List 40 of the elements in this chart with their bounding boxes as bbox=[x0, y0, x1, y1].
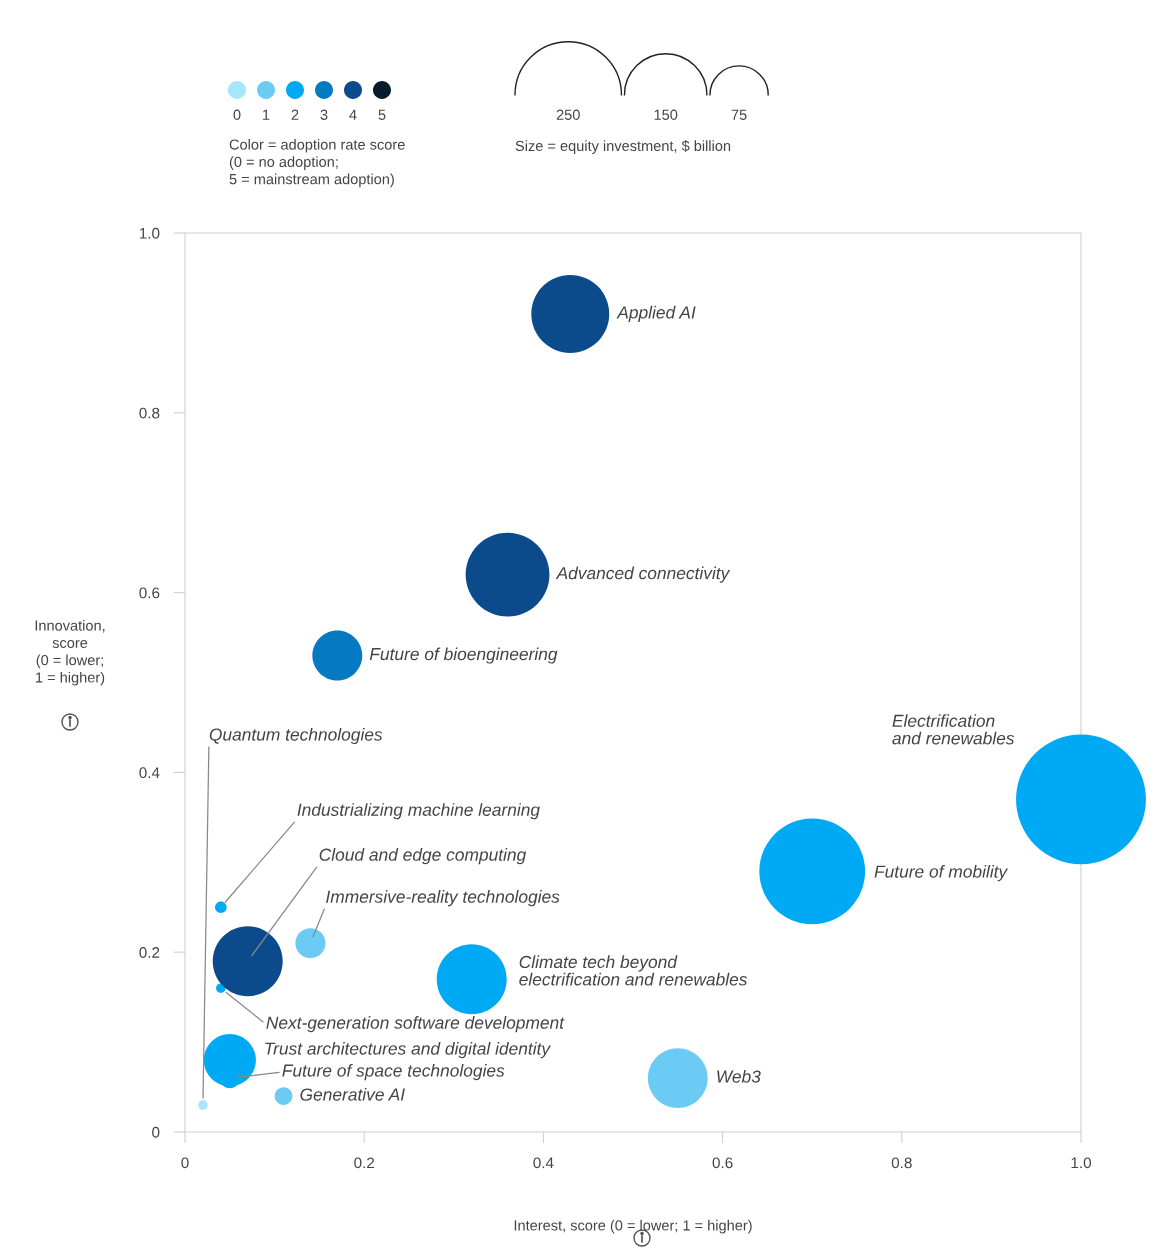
y-tick-label: 0.6 bbox=[139, 587, 160, 599]
annotation: Generative AI bbox=[300, 1087, 405, 1101]
annotation: Future of mobility bbox=[874, 865, 1009, 882]
x-tick-label: 1.0 bbox=[1071, 1157, 1092, 1169]
x-tick-label: 0.6 bbox=[712, 1157, 733, 1169]
annotation: Immersive-reality technologies bbox=[326, 890, 560, 907]
y-tick-label: 0.2 bbox=[139, 947, 160, 958]
y-tick-label: 0.8 bbox=[139, 407, 160, 419]
text: Size = equity investment, $ billion bbox=[515, 140, 731, 154]
x-axis-title: Interest, score (0 = lower; 1 = higher) bbox=[514, 1219, 752, 1234]
annotation: Future of space technologies bbox=[282, 1063, 505, 1081]
annotation: Electrification and renewables bbox=[892, 714, 1015, 745]
annotation: Cloud and edge computing bbox=[319, 848, 527, 865]
legend-label: 250 bbox=[556, 109, 580, 120]
annotation: Climate tech beyond electrification and renewables bbox=[519, 955, 748, 986]
legend-label: 3 bbox=[320, 109, 328, 120]
x-tick-label: 0.4 bbox=[533, 1157, 554, 1169]
legend-label: 2 bbox=[291, 109, 299, 120]
legend-title: Color = adoption rate score (0 = no adoption; 5 = mainstream adoption) bbox=[229, 139, 405, 188]
y-tick-label: 0 bbox=[152, 1126, 160, 1138]
annotation: Trust architectures and digital identity bbox=[265, 1041, 551, 1059]
legend-label: 5 bbox=[378, 109, 386, 120]
legend-label: 1 bbox=[263, 109, 270, 120]
annotation: Advanced connectivity bbox=[555, 566, 731, 583]
y-axis-title: Innovation, score (0 = lower; 1 = higher) bbox=[35, 620, 105, 686]
legend-label: 4 bbox=[349, 109, 357, 120]
x-tick-label: 0 bbox=[181, 1157, 189, 1169]
annotation: Quantum technologies bbox=[209, 727, 383, 745]
legend-label: 0 bbox=[233, 109, 241, 120]
annotation: Next-generation software development bbox=[266, 1016, 565, 1033]
x-tick-label: 0.8 bbox=[891, 1157, 912, 1169]
annotation: Future of bioengineering bbox=[369, 647, 558, 664]
y-tick-label: 1.0 bbox=[139, 227, 160, 239]
annotation: Applied AI bbox=[616, 305, 696, 322]
legend-label: 150 bbox=[654, 109, 678, 120]
legend-label: 75 bbox=[731, 109, 747, 120]
annotation: Web3 bbox=[717, 1069, 761, 1083]
annotation: Industrializing machine learning bbox=[297, 803, 540, 820]
y-tick-label: 0.4 bbox=[139, 767, 160, 779]
x-tick-label: 0.2 bbox=[354, 1157, 375, 1169]
